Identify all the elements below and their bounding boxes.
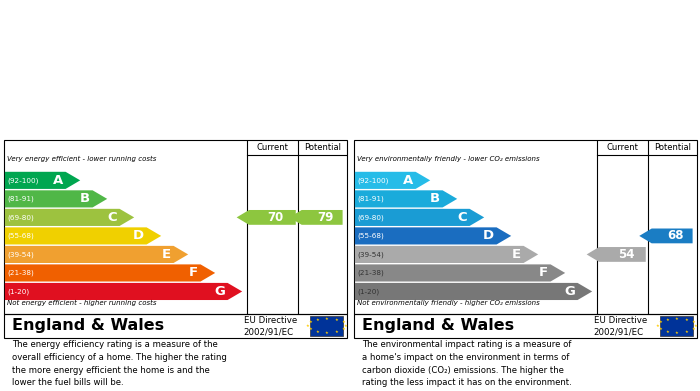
Text: (21-38): (21-38) <box>358 270 384 276</box>
Text: 54: 54 <box>617 248 634 261</box>
Text: ★: ★ <box>692 327 695 332</box>
Text: ★: ★ <box>309 320 312 324</box>
Text: ★: ★ <box>666 330 669 334</box>
Polygon shape <box>355 190 457 208</box>
Text: ★: ★ <box>309 327 312 332</box>
Text: E: E <box>512 248 521 261</box>
Text: Potential: Potential <box>304 143 341 152</box>
Text: ★: ★ <box>675 331 679 335</box>
Text: 70: 70 <box>267 211 284 224</box>
Text: (92-100): (92-100) <box>8 177 39 184</box>
Text: (55-68): (55-68) <box>8 233 34 239</box>
Polygon shape <box>5 246 188 263</box>
Polygon shape <box>587 247 646 262</box>
Bar <box>311 316 343 336</box>
Text: (39-54): (39-54) <box>8 251 34 258</box>
Polygon shape <box>5 190 107 208</box>
Text: Current: Current <box>256 143 288 152</box>
Text: 68: 68 <box>667 230 684 242</box>
Bar <box>661 316 693 336</box>
Text: ★: ★ <box>316 330 319 334</box>
Text: EU Directive
2002/91/EC: EU Directive 2002/91/EC <box>244 316 297 336</box>
Text: ★: ★ <box>344 324 348 328</box>
Text: (81-91): (81-91) <box>358 196 384 202</box>
Text: F: F <box>189 266 198 280</box>
Text: D: D <box>483 230 493 242</box>
Text: England & Wales: England & Wales <box>362 318 514 333</box>
Polygon shape <box>289 210 342 225</box>
Polygon shape <box>355 283 592 300</box>
Text: B: B <box>80 192 90 205</box>
Polygon shape <box>355 209 484 226</box>
Text: 79: 79 <box>317 211 334 224</box>
Text: G: G <box>564 285 575 298</box>
Text: (69-80): (69-80) <box>358 214 384 221</box>
Text: C: C <box>457 211 467 224</box>
Polygon shape <box>5 227 161 244</box>
Text: A: A <box>52 174 63 187</box>
Text: ★: ★ <box>675 317 679 321</box>
Text: (21-38): (21-38) <box>8 270 34 276</box>
Text: A: A <box>402 174 413 187</box>
Text: ★: ★ <box>685 330 688 334</box>
Text: (92-100): (92-100) <box>358 177 389 184</box>
Polygon shape <box>355 172 430 189</box>
Polygon shape <box>639 228 692 243</box>
Text: (69-80): (69-80) <box>8 214 34 221</box>
Text: (55-68): (55-68) <box>358 233 384 239</box>
Text: Very energy efficient - lower running costs: Very energy efficient - lower running co… <box>7 156 156 162</box>
Text: ★: ★ <box>692 320 695 324</box>
Text: Current: Current <box>606 143 638 152</box>
Text: ★: ★ <box>325 317 329 321</box>
Text: Environmental Impact (CO₂) Rating: Environmental Impact (CO₂) Rating <box>362 121 614 134</box>
Text: Not energy efficient - higher running costs: Not energy efficient - higher running co… <box>7 300 156 306</box>
Text: ★: ★ <box>694 324 698 328</box>
Text: G: G <box>214 285 225 298</box>
Text: F: F <box>539 266 548 280</box>
Polygon shape <box>5 209 134 226</box>
Text: The energy efficiency rating is a measure of the
overall efficiency of a home. T: The energy efficiency rating is a measur… <box>12 340 227 387</box>
Text: Potential: Potential <box>654 143 691 152</box>
Text: ★: ★ <box>656 324 660 328</box>
Text: ★: ★ <box>342 320 345 324</box>
Text: E: E <box>162 248 171 261</box>
Text: ★: ★ <box>325 331 329 335</box>
Text: (81-91): (81-91) <box>8 196 34 202</box>
Text: EU Directive
2002/91/EC: EU Directive 2002/91/EC <box>594 316 647 336</box>
Text: B: B <box>430 192 440 205</box>
Text: (1-20): (1-20) <box>8 288 29 295</box>
Text: ★: ★ <box>659 327 662 332</box>
Polygon shape <box>355 264 565 282</box>
Text: England & Wales: England & Wales <box>12 318 164 333</box>
Text: D: D <box>133 230 144 242</box>
Polygon shape <box>237 210 296 225</box>
Text: ★: ★ <box>685 317 688 321</box>
Text: Not environmentally friendly - higher CO₂ emissions: Not environmentally friendly - higher CO… <box>357 300 540 306</box>
Text: ★: ★ <box>342 327 345 332</box>
Text: ★: ★ <box>306 324 310 328</box>
Text: C: C <box>107 211 117 224</box>
Polygon shape <box>5 264 215 282</box>
Text: ★: ★ <box>335 317 338 321</box>
Text: Energy Efficiency Rating: Energy Efficiency Rating <box>12 121 188 134</box>
Text: (39-54): (39-54) <box>358 251 384 258</box>
Text: ★: ★ <box>335 330 338 334</box>
Text: The environmental impact rating is a measure of
a home's impact on the environme: The environmental impact rating is a mea… <box>362 340 572 387</box>
Text: Very environmentally friendly - lower CO₂ emissions: Very environmentally friendly - lower CO… <box>357 156 540 162</box>
Text: ★: ★ <box>666 317 669 321</box>
Polygon shape <box>5 172 80 189</box>
Polygon shape <box>355 227 511 244</box>
Text: ★: ★ <box>316 317 319 321</box>
Polygon shape <box>355 246 538 263</box>
Text: ★: ★ <box>659 320 662 324</box>
Polygon shape <box>5 283 242 300</box>
Text: (1-20): (1-20) <box>358 288 379 295</box>
